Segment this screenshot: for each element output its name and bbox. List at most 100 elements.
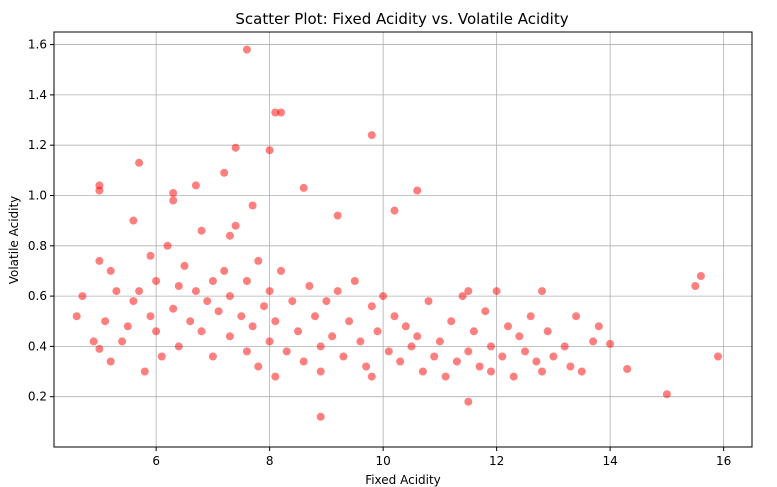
data-point: [106, 266, 115, 275]
data-point: [163, 241, 172, 250]
data-point: [237, 312, 246, 321]
data-point: [95, 181, 104, 190]
data-point: [271, 317, 280, 326]
y-tick-label: 1.2: [28, 138, 47, 152]
data-point: [333, 211, 342, 220]
data-point: [384, 347, 393, 356]
y-tick-label: 1.6: [28, 38, 47, 52]
data-point: [288, 297, 297, 306]
x-tick-label: 6: [152, 454, 160, 468]
data-point: [316, 412, 325, 421]
data-point: [549, 352, 558, 361]
y-tick-label: 0.2: [28, 390, 47, 404]
data-point: [373, 327, 382, 336]
x-tick-label: 14: [602, 454, 617, 468]
data-point: [538, 367, 546, 376]
data-point: [277, 108, 285, 117]
data-point: [152, 277, 161, 285]
y-tick-label: 1.4: [28, 88, 47, 102]
data-point: [572, 312, 581, 321]
data-point: [396, 357, 405, 366]
data-point: [435, 337, 444, 346]
data-point: [169, 196, 178, 205]
data-point: [311, 312, 319, 321]
data-point: [390, 312, 399, 321]
data-point: [543, 327, 552, 336]
data-point: [129, 216, 138, 225]
data-point: [316, 342, 325, 351]
data-point: [242, 347, 251, 356]
data-point: [140, 367, 149, 376]
data-point: [538, 287, 546, 296]
y-axis-label: Volatile Acidity: [7, 196, 21, 285]
data-point: [379, 292, 388, 301]
data-point: [424, 297, 433, 306]
y-tick-label: 1.0: [28, 188, 47, 202]
data-point: [464, 397, 473, 406]
data-point: [328, 332, 337, 341]
x-axis-label: Fixed Acidity: [365, 473, 441, 487]
data-point: [123, 322, 132, 331]
data-point: [464, 347, 473, 356]
data-point: [367, 372, 376, 381]
data-point: [72, 312, 81, 321]
data-point: [350, 277, 359, 285]
data-point: [413, 332, 422, 341]
data-point: [271, 372, 280, 381]
data-point: [191, 287, 200, 296]
data-point: [521, 347, 529, 356]
data-point: [271, 108, 280, 117]
data-point: [197, 226, 206, 235]
data-points: [72, 45, 722, 421]
data-point: [623, 365, 632, 373]
x-tick-label: 10: [375, 454, 390, 468]
data-point: [526, 312, 535, 321]
data-point: [498, 352, 507, 361]
data-point: [254, 256, 263, 265]
data-point: [214, 307, 223, 316]
data-point: [174, 342, 183, 351]
data-point: [475, 362, 484, 371]
data-point: [265, 287, 274, 296]
data-point: [589, 337, 598, 346]
data-point: [89, 337, 98, 346]
data-point: [225, 231, 234, 240]
data-point: [186, 317, 195, 326]
data-point: [169, 189, 178, 197]
data-point: [367, 131, 376, 140]
data-point: [277, 266, 285, 275]
data-point: [430, 352, 439, 361]
data-point: [362, 362, 371, 371]
data-point: [169, 304, 178, 313]
data-point: [714, 352, 722, 361]
data-point: [220, 266, 229, 275]
x-axis-ticks: 6 8 10 12 14 16: [152, 447, 731, 468]
plot-frame: [53, 31, 753, 448]
data-point: [356, 337, 365, 346]
data-point: [135, 158, 144, 167]
data-point: [691, 282, 700, 290]
data-point: [407, 342, 416, 351]
data-point: [242, 277, 251, 285]
data-point: [606, 339, 615, 348]
data-point: [260, 302, 268, 311]
data-point: [299, 183, 308, 192]
data-point: [231, 221, 240, 230]
data-point: [401, 322, 410, 331]
y-tick-label: 0.6: [28, 289, 47, 303]
data-point: [95, 344, 104, 353]
data-point: [135, 287, 144, 296]
data-point: [452, 357, 461, 366]
x-tick-label: 16: [716, 454, 731, 468]
data-point: [242, 45, 251, 54]
data-point: [464, 287, 473, 296]
data-point: [146, 312, 155, 321]
data-point: [95, 256, 104, 265]
data-point: [447, 317, 456, 326]
data-point: [191, 181, 200, 190]
data-point: [492, 287, 501, 296]
data-point: [294, 327, 302, 336]
data-point: [152, 327, 161, 336]
data-point: [367, 302, 376, 311]
data-point: [282, 347, 291, 356]
